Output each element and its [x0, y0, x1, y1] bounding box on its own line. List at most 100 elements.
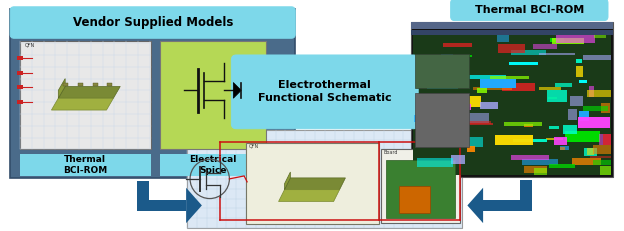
Bar — [590, 155, 611, 158]
Bar — [593, 145, 611, 154]
Polygon shape — [51, 98, 114, 110]
Bar — [563, 125, 577, 134]
Bar — [555, 83, 572, 87]
Bar — [512, 50, 546, 55]
Text: Thermal
BCI-ROM: Thermal BCI-ROM — [63, 155, 107, 175]
Bar — [17, 71, 23, 75]
Bar — [490, 76, 529, 79]
Bar — [160, 41, 266, 149]
Bar — [565, 131, 600, 142]
Polygon shape — [58, 86, 120, 98]
Bar — [556, 35, 595, 43]
Bar — [441, 55, 454, 66]
Polygon shape — [467, 188, 483, 223]
Bar — [441, 55, 472, 57]
Bar — [587, 148, 594, 155]
Bar — [599, 134, 611, 145]
Bar — [560, 147, 565, 150]
Bar — [554, 137, 567, 145]
Bar — [414, 115, 429, 122]
Bar — [411, 21, 613, 177]
Bar — [137, 181, 149, 205]
Bar — [511, 155, 549, 160]
Bar — [533, 44, 557, 49]
Bar — [445, 132, 457, 137]
Bar — [550, 38, 564, 42]
Bar — [578, 117, 610, 128]
Bar — [137, 200, 149, 211]
Bar — [17, 56, 23, 60]
Bar — [520, 180, 532, 205]
Bar — [137, 200, 186, 211]
Bar — [600, 166, 611, 175]
Bar — [495, 135, 533, 145]
Bar — [411, 30, 613, 35]
Polygon shape — [285, 178, 346, 190]
Bar — [480, 102, 498, 109]
Bar — [590, 86, 594, 97]
Bar — [93, 82, 97, 86]
Bar — [461, 111, 467, 115]
Bar — [420, 123, 426, 134]
Bar — [480, 79, 517, 88]
Bar — [498, 44, 525, 53]
Bar — [502, 83, 535, 91]
Bar — [381, 149, 459, 223]
Bar — [20, 41, 151, 149]
Text: Board: Board — [384, 150, 398, 155]
Text: QFN: QFN — [249, 143, 260, 148]
Bar — [411, 21, 613, 29]
Bar — [78, 82, 83, 86]
Bar — [449, 133, 465, 136]
Text: Thermal BCI-ROM: Thermal BCI-ROM — [475, 5, 584, 15]
Bar — [578, 80, 587, 83]
Bar — [524, 124, 533, 127]
Bar — [426, 86, 462, 88]
Bar — [593, 160, 611, 165]
Bar — [477, 88, 487, 93]
Bar — [522, 159, 557, 165]
Bar — [547, 138, 563, 140]
Bar — [539, 53, 575, 55]
Bar — [497, 35, 509, 42]
Bar — [520, 200, 532, 211]
Bar — [575, 66, 583, 77]
Bar — [513, 140, 547, 142]
Bar — [524, 166, 547, 173]
Bar — [583, 55, 611, 60]
Bar — [534, 167, 547, 175]
Bar — [17, 85, 23, 89]
Bar — [601, 103, 610, 112]
Bar — [603, 134, 611, 145]
Bar — [463, 113, 489, 123]
Bar — [386, 160, 454, 218]
Bar — [473, 86, 512, 91]
Bar — [443, 43, 472, 48]
Bar — [578, 111, 589, 121]
Bar — [572, 158, 601, 164]
Bar — [504, 122, 542, 126]
Bar — [415, 54, 469, 88]
Bar — [509, 61, 538, 65]
Text: Vendor Supplied Models: Vendor Supplied Models — [72, 16, 233, 29]
Bar — [417, 158, 452, 167]
Bar — [560, 146, 568, 150]
Bar — [468, 137, 484, 147]
Bar — [447, 103, 464, 115]
Bar — [20, 154, 151, 176]
Bar — [584, 148, 597, 156]
Bar — [547, 90, 567, 102]
Bar — [467, 123, 493, 125]
Polygon shape — [278, 190, 339, 201]
Bar — [451, 155, 466, 164]
Bar — [483, 200, 532, 211]
Polygon shape — [285, 172, 290, 190]
Bar — [17, 100, 23, 104]
Bar — [575, 59, 582, 63]
Bar — [160, 154, 266, 176]
Bar — [570, 96, 583, 106]
Bar — [415, 93, 469, 147]
Text: QFN: QFN — [25, 42, 35, 47]
Bar — [10, 9, 295, 178]
Bar — [552, 38, 584, 44]
